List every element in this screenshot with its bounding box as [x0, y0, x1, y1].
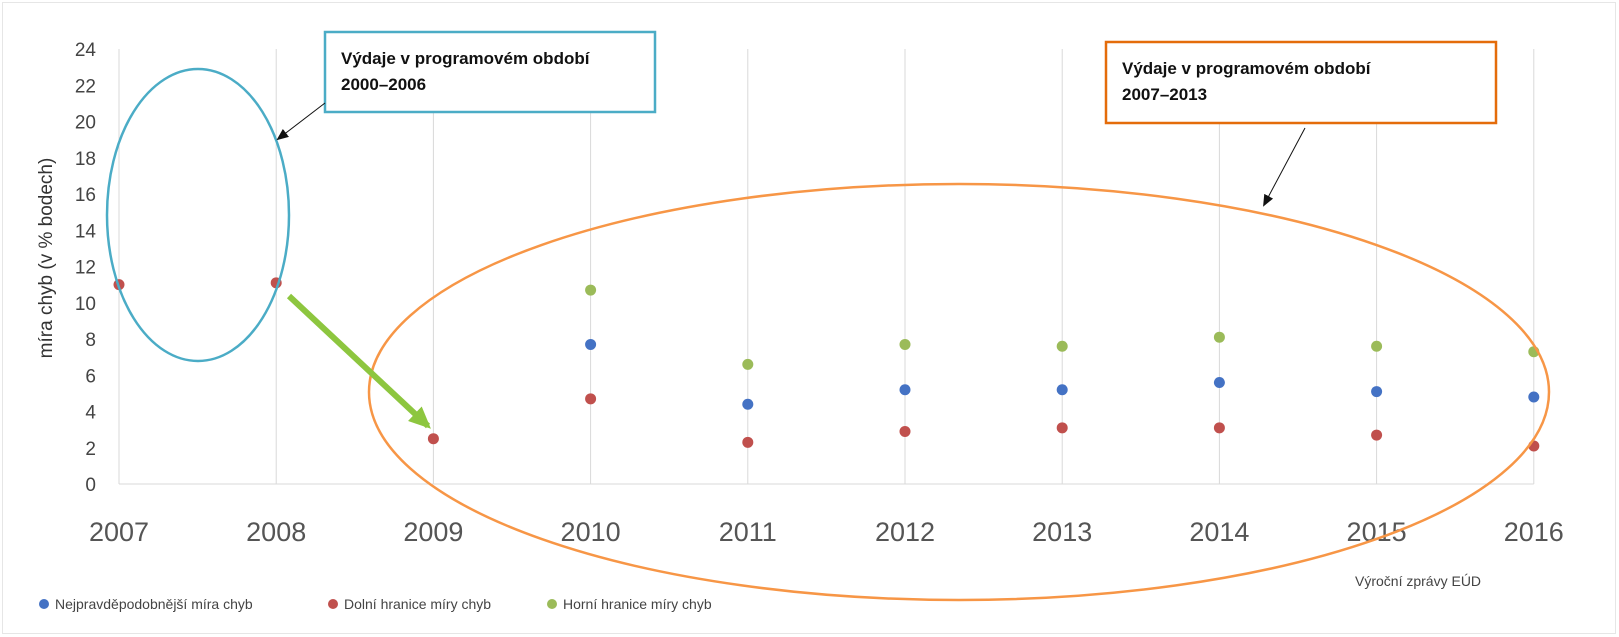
data-point-series-2-2010: [585, 284, 597, 296]
y-tick-label: 16: [75, 185, 96, 206]
data-point-series-0-2016: [1528, 391, 1540, 403]
annotation-text-line: 2000–2006: [341, 75, 426, 94]
legend-marker-series-1: [328, 599, 338, 609]
x-tick-label: 2011: [719, 517, 777, 547]
data-point-series-2-2013: [1056, 340, 1068, 352]
legend-marker-series-0: [39, 599, 49, 609]
x-tick-label: 2010: [561, 517, 621, 547]
legend-marker-series-2: [547, 599, 557, 609]
data-point-series-0-2015: [1371, 386, 1383, 398]
y-tick-label: 20: [75, 113, 96, 134]
legend-label: Horní hranice míry chyb: [563, 596, 712, 612]
data-point-series-0-2010: [585, 338, 597, 350]
data-point-series-1-2010: [585, 393, 597, 405]
data-point-series-1-2014: [1213, 422, 1225, 434]
green-arrow: [286, 293, 431, 429]
data-point-series-1-2015: [1371, 429, 1383, 441]
y-tick-label: 18: [75, 149, 96, 170]
data-point-series-2-2015: [1371, 340, 1383, 352]
y-tick-label: 10: [75, 294, 96, 315]
data-point-series-1-2011: [742, 436, 754, 448]
data-point-series-0-2014: [1213, 377, 1225, 388]
annotation-arrow-2007-2013: [1263, 127, 1306, 207]
y-axis-label: míra chyb (v % bodech): [36, 158, 57, 359]
annotation-box-2000-2006: [323, 30, 657, 114]
x-tick-label: 2012: [875, 517, 935, 547]
x-tick-label: 2014: [1189, 517, 1249, 547]
x-tick-label: 2016: [1504, 517, 1564, 547]
y-tick-label: 8: [85, 330, 96, 351]
annotation-text-line: 2007–2013: [1122, 85, 1207, 104]
legend-label: Dolní hranice míry chyb: [344, 596, 491, 612]
y-tick-label: 6: [85, 366, 96, 387]
y-tick-label: 0: [85, 475, 96, 496]
annotation-text-line: Výdaje v programovém období: [1122, 59, 1372, 78]
legend-label: Nejpravděpodobnější míra chyb: [55, 596, 253, 612]
annotation-ellipse-2000-2006: [105, 67, 291, 363]
annotation-ellipse-2007-2013: [367, 182, 1551, 602]
y-tick-label: 12: [75, 258, 96, 279]
data-point-series-1-2009: [427, 433, 439, 445]
y-tick-label: 4: [85, 403, 96, 424]
data-point-series-1-2013: [1056, 422, 1068, 434]
data-point-series-2-2014: [1213, 331, 1225, 343]
data-point-series-2-2011: [742, 358, 754, 370]
data-point-series-0-2012: [899, 384, 911, 396]
data-point-series-1-2012: [899, 425, 911, 437]
x-tick-label: 2009: [403, 517, 463, 547]
data-point-series-2-2012: [899, 338, 911, 350]
data-point-series-0-2013: [1056, 384, 1068, 396]
annotation-text-line: Výdaje v programovém období: [341, 49, 591, 68]
x-tick-label: 2007: [89, 517, 149, 547]
source-note: Výroční zprávy EÚD: [1355, 573, 1481, 589]
annotation-arrow-2000-2006: [276, 102, 326, 141]
y-tick-label: 14: [75, 221, 97, 242]
data-point-series-0-2011: [742, 398, 754, 410]
x-tick-label: 2013: [1032, 517, 1092, 547]
x-tick-label: 2008: [246, 517, 306, 547]
y-tick-label: 22: [75, 76, 96, 97]
y-tick-label: 24: [75, 40, 97, 61]
annotation-box-2007-2013: [1104, 40, 1498, 125]
y-tick-label: 2: [85, 439, 96, 460]
